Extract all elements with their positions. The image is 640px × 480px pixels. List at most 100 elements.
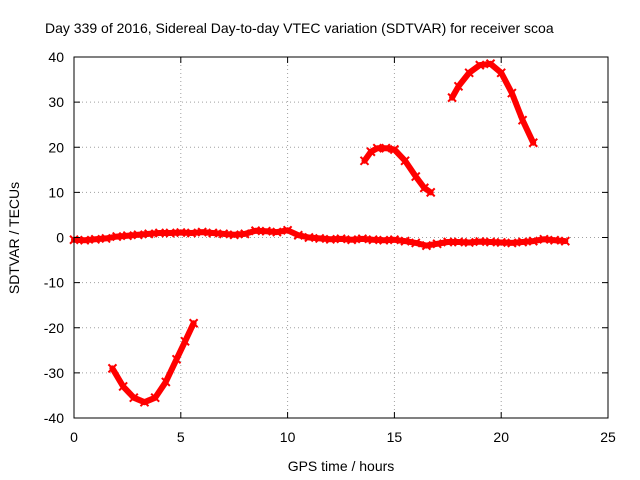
x-tick-label: 5: [177, 429, 185, 445]
x-axis-label: GPS time / hours: [288, 458, 395, 474]
data-point: [453, 237, 464, 247]
data-point: [171, 354, 182, 365]
data-point: [346, 235, 357, 245]
y-tick-label: -30: [44, 365, 64, 381]
y-tick-label: 10: [48, 184, 64, 200]
data-point: [528, 138, 538, 148]
data-point: [180, 336, 190, 346]
y-tick-label: 20: [48, 139, 64, 155]
grid: [74, 57, 608, 418]
data-point: [282, 225, 293, 235]
data-point: [112, 231, 122, 242]
data-point: [381, 143, 391, 153]
data-point: [176, 227, 186, 238]
data-point: [304, 232, 314, 243]
data-point: [411, 238, 421, 248]
tick-labels: 0 5 10 15 20 25 -40 -30 -20 -10 0 10 20 30 40: [44, 49, 616, 445]
data-point: [118, 381, 128, 392]
data-point: [250, 226, 261, 236]
data-point: [426, 187, 436, 198]
ticks: [73, 56, 609, 419]
y-axis-label: SDTVAR / TECUs: [6, 182, 22, 294]
data-point: [464, 68, 474, 78]
data-point: [218, 229, 229, 239]
series-arc-2: [359, 143, 436, 198]
data-point: [293, 230, 303, 240]
y-tick-label: -40: [44, 410, 64, 426]
y-tick-label: 0: [56, 230, 64, 246]
data-point: [229, 230, 239, 240]
data-point: [496, 68, 506, 78]
data-point: [101, 233, 111, 244]
data-point: [549, 235, 560, 245]
data-point: [475, 60, 485, 70]
data-point: [272, 227, 282, 237]
data-point: [528, 236, 538, 246]
data-point: [389, 144, 400, 155]
data-point: [560, 236, 570, 246]
series-arc-3: [447, 59, 538, 148]
data-point: [359, 156, 370, 166]
data-point: [485, 237, 496, 247]
data-point: [419, 183, 430, 193]
data-point: [165, 228, 175, 238]
data-point: [389, 235, 400, 245]
y-tick-label: -20: [44, 320, 64, 336]
data-point: [400, 156, 410, 166]
data-point: [325, 234, 336, 245]
data-point: [133, 230, 143, 240]
data-point: [107, 363, 118, 374]
y-tick-label: 30: [48, 94, 64, 110]
data-point: [447, 92, 457, 103]
x-tick-label: 25: [600, 429, 616, 445]
data-point: [240, 229, 250, 239]
data-point: [90, 234, 101, 245]
data-point: [79, 235, 90, 245]
x-tick-label: 20: [493, 429, 509, 445]
x-tick-label: 15: [387, 429, 403, 445]
data-point: [208, 228, 218, 238]
data-point: [366, 147, 376, 157]
data-point: [150, 392, 160, 403]
data-point: [517, 237, 528, 247]
data-point: [261, 226, 271, 236]
data-point: [336, 234, 346, 244]
x-tick-label: 10: [280, 429, 296, 445]
series-line: [449, 60, 537, 146]
data-point: [400, 236, 410, 246]
data-point: [144, 229, 154, 239]
data-point: [186, 228, 197, 238]
data-point: [539, 234, 549, 245]
data-point: [507, 238, 517, 248]
series-arc-1: [107, 318, 199, 407]
data-point: [507, 88, 517, 98]
data-point: [496, 237, 506, 248]
data-point: [129, 392, 139, 403]
data-point: [122, 230, 133, 241]
series-layer: [69, 59, 570, 407]
data-point: [197, 227, 207, 237]
chart-title: Day 339 of 2016, Sidereal Day-to-day VTE…: [45, 20, 554, 36]
series-line: [109, 320, 197, 406]
data-point: [432, 239, 442, 249]
data-point: [517, 115, 528, 125]
data-point: [485, 59, 496, 69]
series-baseline: [69, 225, 570, 251]
data-point: [368, 235, 378, 245]
data-point: [453, 81, 464, 92]
data-point: [154, 228, 165, 238]
data-point: [379, 235, 389, 245]
data-point: [357, 234, 368, 244]
data-point: [188, 318, 199, 328]
data-point: [411, 171, 421, 182]
data-point: [421, 240, 432, 251]
data-point: [314, 233, 325, 244]
y-tick-label: 40: [48, 49, 64, 65]
y-tick-label: -10: [44, 275, 64, 291]
data-point: [475, 236, 485, 247]
data-point: [161, 377, 171, 387]
x-tick-label: 0: [70, 429, 78, 445]
data-point: [443, 237, 453, 247]
data-point: [372, 143, 383, 153]
